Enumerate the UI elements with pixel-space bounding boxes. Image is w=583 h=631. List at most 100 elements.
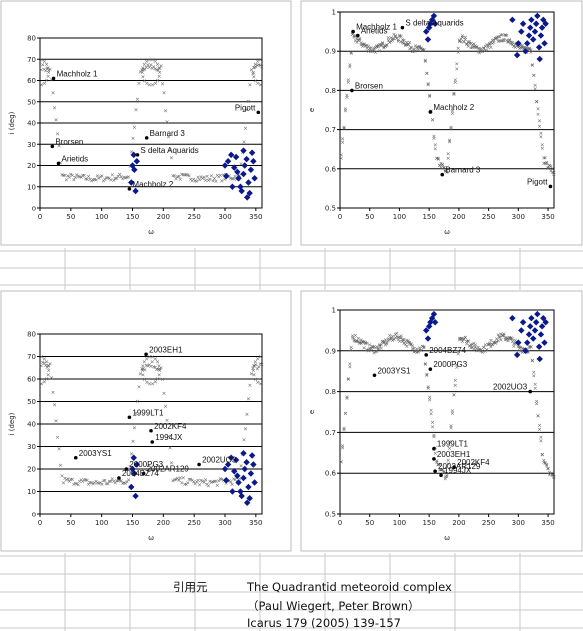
- simulation-point: ×: [510, 336, 515, 342]
- simulation-point: ×: [406, 340, 411, 346]
- simulation-point: ×: [212, 479, 217, 485]
- simulation-point: ×: [46, 66, 51, 72]
- label-dot: [372, 373, 377, 378]
- y-tick-label: 0.6: [325, 470, 337, 478]
- simulation-point: ×: [417, 45, 422, 51]
- simulation-point: ×: [457, 338, 462, 344]
- simulation-point: ×: [123, 176, 128, 182]
- simulation-point: ×: [366, 49, 371, 55]
- simulation-point: ×: [147, 362, 152, 368]
- simulation-point: ×: [519, 45, 524, 51]
- x-tick-label: 250: [187, 519, 200, 527]
- simulation-point: ×: [537, 124, 542, 130]
- simulation-point: ×: [129, 150, 134, 156]
- simulation-point: ×: [54, 418, 59, 424]
- simulation-point: ×: [157, 66, 162, 72]
- simulation-point: ×: [91, 481, 96, 487]
- simulation-point: ×: [482, 345, 487, 351]
- simulation-point: ×: [382, 45, 387, 51]
- simulation-point: ×: [343, 411, 348, 417]
- x-tick-label: 300: [218, 213, 231, 221]
- simulation-point: ×: [141, 373, 146, 379]
- simulation-point: ×: [187, 477, 192, 483]
- x-tick-label: 350: [249, 519, 262, 527]
- chart-frame: [300, 0, 583, 246]
- simulation-point: ×: [254, 65, 259, 71]
- observed-point: [248, 149, 256, 156]
- simulation-point: ×: [122, 175, 127, 181]
- simulation-point: ×: [426, 386, 431, 392]
- simulation-point: ×: [142, 62, 147, 68]
- x-tick-label: 50: [66, 213, 75, 221]
- chart-frame: [300, 290, 583, 552]
- simulation-point: ×: [141, 67, 146, 73]
- simulation-point: ×: [417, 348, 422, 354]
- simulation-point: ×: [456, 351, 461, 357]
- simulation-point: ×: [153, 81, 158, 87]
- simulation-point: ×: [215, 483, 220, 489]
- simulation-point: ×: [66, 477, 71, 483]
- simulation-point: ×: [413, 349, 418, 355]
- simulation-point: ×: [474, 45, 479, 51]
- observed-point: [531, 327, 539, 334]
- simulation-point: ×: [125, 480, 130, 486]
- simulation-point: ×: [162, 391, 167, 397]
- simulation-point: ×: [399, 334, 404, 340]
- simulation-point: ×: [74, 172, 79, 178]
- simulation-point: ×: [375, 349, 380, 355]
- simulation-point: ×: [253, 359, 258, 365]
- y-tick-label: 40: [27, 421, 36, 429]
- label-dot: [73, 455, 78, 460]
- simulation-point: ×: [71, 177, 76, 183]
- object-label: 2003EH1: [149, 345, 183, 354]
- label-dot: [256, 110, 261, 115]
- simulation-point: ×: [460, 336, 465, 342]
- observed-point: [227, 151, 235, 159]
- simulation-point: ×: [51, 91, 56, 97]
- simulation-point: ×: [70, 173, 75, 179]
- simulation-point: ×: [387, 337, 392, 343]
- simulation-point: ×: [453, 78, 458, 84]
- simulation-point: ×: [449, 423, 454, 429]
- x-tick-label: 50: [66, 519, 75, 527]
- observed-point: [238, 492, 245, 500]
- simulation-point: ×: [536, 106, 541, 112]
- simulation-point: ×: [506, 40, 511, 46]
- observed-point: [231, 164, 238, 171]
- observed-point: [232, 153, 240, 161]
- simulation-point: ×: [463, 37, 468, 43]
- simulation-point: ×: [551, 475, 556, 481]
- simulation-point: ×: [537, 423, 542, 429]
- object-label: Arietids: [62, 154, 89, 163]
- simulation-point: ×: [439, 161, 444, 167]
- simulation-point: ×: [444, 170, 449, 176]
- simulation-point: ×: [88, 177, 93, 183]
- observed-point: [240, 170, 247, 178]
- simulation-point: ×: [352, 35, 357, 41]
- simulation-point: ×: [414, 350, 419, 356]
- simulation-point: ×: [526, 47, 531, 53]
- observed-point: [237, 488, 244, 495]
- observed-point: [231, 468, 238, 475]
- simulation-point: ×: [157, 368, 162, 374]
- simulation-point: ×: [466, 39, 471, 45]
- simulation-point: ×: [534, 401, 539, 407]
- simulation-point: ×: [185, 173, 190, 179]
- simulation-point: ×: [367, 346, 372, 352]
- simulation-point: ×: [383, 343, 388, 349]
- x-tick-label: 350: [541, 519, 554, 527]
- observed-point: [223, 172, 230, 180]
- observed-point: [131, 470, 138, 477]
- simulation-point: ×: [63, 476, 68, 482]
- simulation-point: ×: [520, 350, 525, 356]
- simulation-point: ×: [123, 481, 128, 487]
- simulation-point: ×: [544, 463, 549, 469]
- object-label: 2000PG3: [433, 360, 467, 369]
- simulation-point: ×: [531, 73, 536, 79]
- simulation-point: ×: [469, 345, 474, 351]
- simulation-point: ×: [45, 365, 50, 371]
- x-tick-label: 250: [187, 213, 200, 221]
- simulation-point: ×: [256, 364, 261, 370]
- simulation-point: ×: [42, 59, 47, 65]
- simulation-point: ×: [359, 40, 364, 46]
